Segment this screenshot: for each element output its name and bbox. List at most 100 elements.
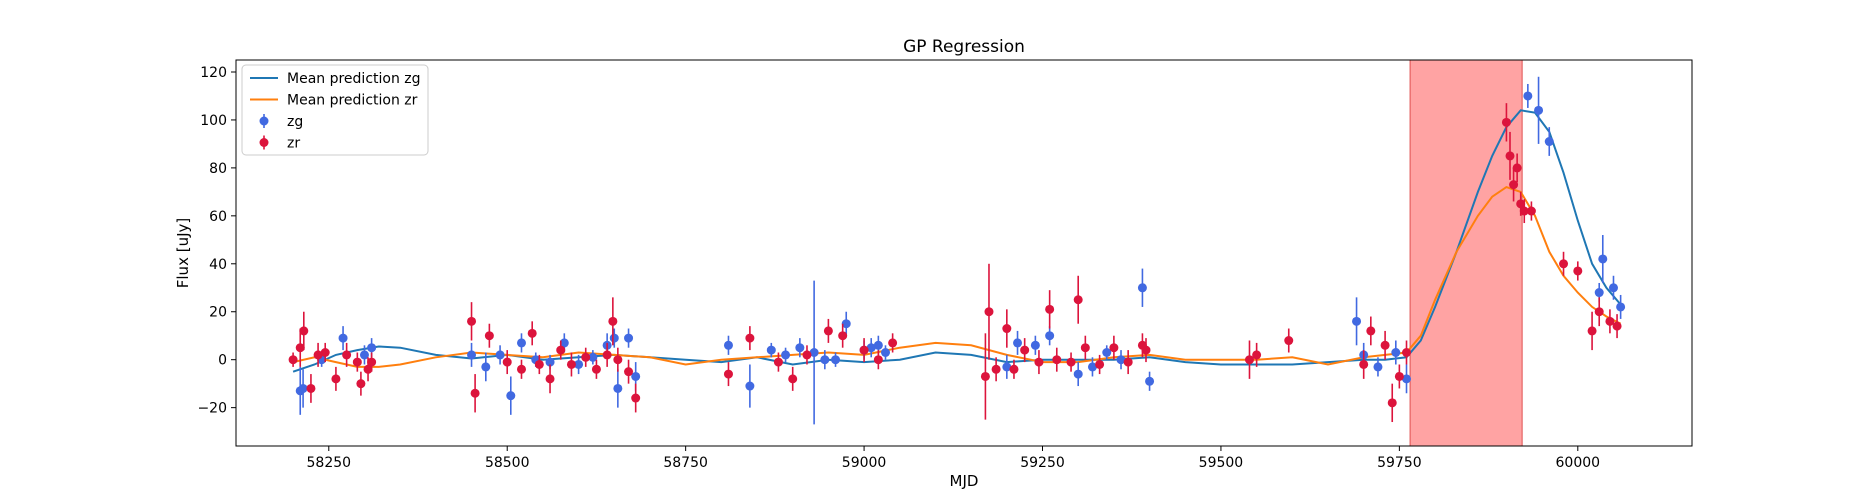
marker-zr: [367, 357, 377, 367]
marker-zg: [1013, 338, 1023, 348]
point-zr: [823, 318, 833, 343]
point-zr: [723, 362, 733, 387]
marker-zr: [342, 350, 352, 360]
point-zg: [1534, 76, 1544, 144]
marker-zg: [613, 383, 623, 393]
point-zr: [306, 374, 316, 403]
legend: Mean prediction zg Mean prediction zr zg zr: [241, 64, 429, 156]
marker-zg: [1087, 362, 1097, 372]
marker-zr: [356, 379, 366, 389]
marker-zr: [788, 374, 798, 384]
marker-zg: [298, 383, 308, 393]
point-zg: [795, 338, 805, 358]
point-zr: [591, 359, 601, 379]
point-zr: [1080, 335, 1090, 360]
point-zr: [1109, 335, 1119, 360]
point-zr: [367, 352, 377, 372]
marker-zr: [1045, 304, 1055, 314]
point-zr: [991, 357, 1001, 382]
marker-zg: [481, 362, 491, 372]
marker-zg: [1594, 288, 1604, 298]
marker-zg: [1116, 355, 1126, 365]
point-zr: [545, 364, 555, 394]
point-zg: [831, 352, 841, 367]
point-zr: [1123, 350, 1133, 375]
point-zg: [841, 311, 851, 336]
marker-zr: [980, 371, 990, 381]
point-zg: [1013, 330, 1023, 355]
y-tick-label: 100: [200, 113, 227, 129]
point-zr: [1387, 383, 1397, 423]
point-zg: [1373, 357, 1383, 377]
marker-zr: [1034, 357, 1044, 367]
marker-zg: [559, 338, 569, 348]
chart-title: GP Regression: [903, 37, 1025, 57]
marker-zr: [1052, 355, 1062, 365]
x-tick-label: 59250: [1020, 455, 1065, 471]
point-zg: [1045, 326, 1055, 346]
marker-zr: [352, 357, 362, 367]
x-axis-label: MJD: [950, 472, 979, 490]
point-zr: [631, 383, 641, 413]
point-zg: [338, 326, 348, 351]
legend-label-mean-prediction-zg: Mean prediction zg: [287, 71, 421, 87]
marker-zr: [1573, 266, 1583, 276]
marker-zr: [1501, 117, 1511, 127]
y-axis-label: Flux [uJy]: [174, 218, 192, 288]
marker-zr: [624, 367, 634, 377]
marker-zr: [1009, 364, 1019, 374]
point-zg: [1137, 268, 1147, 307]
point-zg: [745, 364, 755, 408]
point-zr: [802, 345, 812, 365]
point-zr: [624, 359, 634, 384]
point-zg: [880, 345, 890, 360]
x-tick-label: 58750: [663, 455, 708, 471]
marker-zr: [1002, 324, 1012, 334]
marker-zr: [1387, 398, 1397, 408]
marker-zg: [588, 352, 598, 362]
point-zg: [781, 347, 791, 363]
marker-zr: [1587, 326, 1597, 336]
point-zg: [506, 376, 516, 415]
marker-zr: [363, 364, 373, 374]
marker-zg: [841, 319, 851, 329]
point-zr: [980, 333, 990, 420]
point-zr: [613, 347, 623, 372]
point-zr: [1002, 309, 1012, 348]
point-zr: [1573, 261, 1583, 281]
marker-zr: [1605, 316, 1615, 326]
marker-zg: [781, 350, 791, 360]
point-zr: [352, 352, 362, 372]
marker-zg: [1145, 376, 1155, 386]
marker-zr: [1359, 359, 1369, 369]
marker-zr: [299, 326, 309, 336]
marker-zr: [527, 328, 537, 338]
x-tick-label: 60000: [1556, 455, 1601, 471]
point-zr: [1020, 338, 1030, 363]
marker-zg: [624, 333, 634, 343]
point-zr: [1052, 347, 1062, 372]
marker-zr: [288, 355, 298, 365]
point-zr: [773, 352, 783, 372]
point-zr: [566, 352, 576, 377]
point-zr: [1402, 340, 1412, 365]
point-zr: [1501, 103, 1511, 142]
marker-zg: [574, 359, 584, 369]
y-tick-label: 0: [218, 353, 227, 369]
marker-zr: [613, 355, 623, 365]
point-zr: [1252, 342, 1262, 367]
point-zr: [556, 340, 566, 360]
marker-zg: [1608, 283, 1618, 293]
axis-ticks: 58250 58500 58750 59000 59250 59500 59750 60000…: [197, 65, 1600, 471]
point-zg: [1598, 235, 1608, 283]
marker-zr: [838, 331, 848, 341]
marker-zr: [581, 352, 591, 362]
point-zg: [1030, 335, 1040, 355]
point-zg: [820, 350, 830, 370]
point-zg: [1102, 345, 1112, 360]
marker-zr: [991, 364, 1001, 374]
point-zg: [1616, 294, 1626, 319]
marker-zr: [1394, 371, 1404, 381]
point-zg: [1391, 340, 1401, 365]
